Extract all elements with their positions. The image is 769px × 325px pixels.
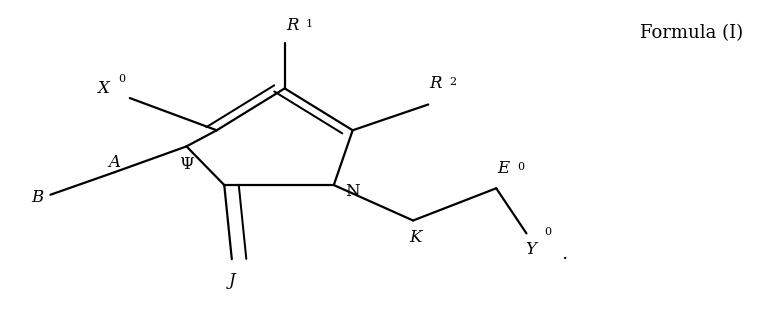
Text: .: . — [561, 245, 568, 263]
Text: N: N — [345, 183, 360, 200]
Text: R: R — [430, 75, 442, 92]
Text: 0: 0 — [118, 73, 125, 84]
Text: 1: 1 — [306, 19, 313, 29]
Text: 0: 0 — [518, 162, 524, 172]
Text: J: J — [228, 272, 235, 289]
Text: K: K — [409, 228, 421, 246]
Text: Ψ: Ψ — [179, 156, 194, 173]
Text: R: R — [286, 17, 298, 33]
Text: B: B — [32, 189, 44, 206]
Text: 0: 0 — [544, 227, 551, 237]
Text: X: X — [98, 80, 109, 97]
Text: A: A — [108, 154, 121, 171]
Text: Formula (I): Formula (I) — [640, 24, 743, 42]
Text: Y: Y — [524, 241, 536, 258]
Text: E: E — [498, 160, 510, 177]
Text: 2: 2 — [449, 77, 457, 87]
